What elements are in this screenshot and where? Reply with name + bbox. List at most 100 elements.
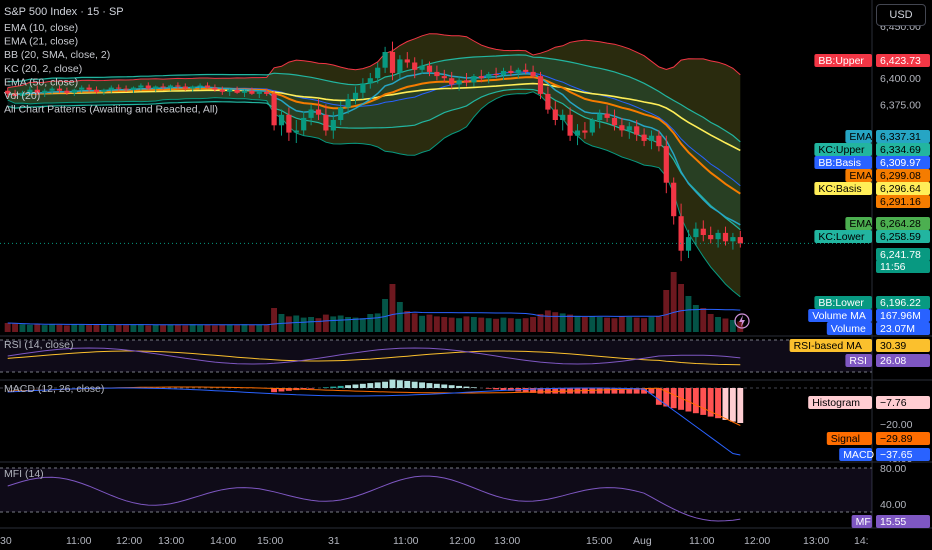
volume-bar (93, 324, 100, 332)
volume-bar (86, 325, 92, 332)
candle-body (552, 109, 558, 120)
macd-histogram-bar (729, 388, 736, 422)
macd-histogram-bar (396, 380, 403, 388)
mfi-title: MFI (14) (4, 468, 44, 480)
price-tag-value-bg (876, 217, 930, 230)
candle-body (685, 237, 692, 251)
volume-bar (315, 318, 322, 332)
price-tag: Volume MA 167.96M (808, 309, 930, 322)
candle-body (663, 146, 669, 183)
macd-histogram-bar (530, 388, 536, 393)
volume-bar (211, 325, 218, 332)
rsi-tag-value: 26.08 (880, 355, 906, 367)
volume-bar (19, 324, 26, 332)
candle-body (249, 90, 255, 94)
volume-bar (204, 324, 211, 332)
macd-tag-label: MACD (843, 449, 874, 461)
candle-body (330, 120, 336, 131)
volume-bar (337, 315, 344, 332)
candle-body (412, 62, 418, 70)
price-tag: KC:Lower 6,258.59 (814, 230, 930, 243)
price-tag-label-bg (845, 130, 872, 143)
price-tag-value-bg (876, 322, 930, 335)
candle-body (256, 91, 262, 94)
price-tag-value-bg (876, 156, 930, 169)
candle-body (537, 76, 544, 94)
macd-histogram-bar (596, 388, 603, 394)
volume-bar (692, 305, 699, 332)
indicator-legend-5: Vol (20) (4, 90, 40, 102)
volume-bar (160, 325, 166, 332)
volume-bar (426, 314, 433, 332)
price-tag-label-bg (845, 169, 872, 182)
price-tag-value: 6,334.69 (880, 144, 921, 156)
price-tag-value-bg (876, 195, 930, 208)
price-tag-value: 6,296.64 (880, 183, 921, 195)
volume-bar (715, 317, 721, 332)
volume-bar (567, 314, 573, 332)
macd-histogram-bar (367, 383, 374, 388)
indicator-legend-6: All Chart Patterns (Awaiting and Reached… (4, 104, 218, 116)
macd-histogram-bar (663, 388, 670, 407)
candle-body (153, 86, 159, 89)
volume-bar (219, 324, 226, 332)
candle-body (315, 109, 322, 115)
macd-histogram-bar (374, 382, 381, 388)
mfi-tag-value-bg (876, 515, 930, 528)
volume-bar (544, 310, 551, 332)
macd-histogram-bar (485, 388, 492, 389)
mfi-line (7, 475, 741, 522)
macd-histogram-bar (278, 388, 285, 392)
macd-histogram-bar (655, 388, 662, 405)
candle-body (86, 87, 92, 90)
ema-10-line (7, 72, 741, 226)
price-tag-value-bg (876, 169, 930, 182)
time-axis-label: 31 (328, 535, 340, 547)
time-axis-label: 13:00 (803, 535, 829, 547)
ema-50-line (7, 82, 741, 152)
candle-body (441, 76, 447, 79)
volume-bar (515, 318, 522, 332)
macd-histogram-bar (559, 388, 566, 394)
price-tag-label: EMA (849, 218, 872, 230)
bb-lower-line (7, 91, 741, 298)
candle-body (93, 89, 100, 92)
candle-body (71, 89, 77, 93)
candle-body (308, 109, 314, 118)
volume-bar (248, 324, 255, 332)
candle-body (12, 93, 18, 96)
price-tag-label: KC:Upper (818, 144, 865, 156)
candle-body (212, 87, 218, 90)
price-tag: Volume 23.07M (826, 322, 930, 335)
candle-body (515, 69, 521, 73)
volume-bar (152, 324, 159, 332)
volume-bar (182, 325, 189, 332)
volume-bar (596, 317, 603, 332)
price-tag-value-bg (876, 296, 930, 309)
candle-body (500, 70, 507, 76)
currency-button[interactable]: USD (876, 4, 926, 26)
price-tag-label: Volume (831, 323, 866, 335)
candle-body (293, 130, 299, 133)
candle-body (360, 83, 366, 93)
candle-body (219, 89, 225, 92)
volume-bar (655, 316, 662, 332)
time-axis-label: Aug (633, 535, 652, 547)
time-axis-label: 12:00 (449, 535, 475, 547)
candle-body (19, 92, 26, 96)
mfi-tag-label: MF (856, 516, 871, 528)
volume-bar (537, 314, 544, 332)
price-tag: EMA 6,337.31 (845, 130, 930, 143)
candle-body (626, 126, 632, 131)
price-tag-value: 11:56 (880, 261, 906, 273)
lightning-icon (734, 313, 750, 329)
volume-bar (234, 325, 240, 332)
candle-body (64, 90, 70, 93)
macd-histogram-bar (426, 383, 433, 388)
candle-body (574, 130, 581, 136)
volume-bar (604, 317, 610, 332)
volume-bar (448, 317, 455, 332)
volume-bar (574, 315, 581, 332)
volume-bar (197, 325, 203, 332)
